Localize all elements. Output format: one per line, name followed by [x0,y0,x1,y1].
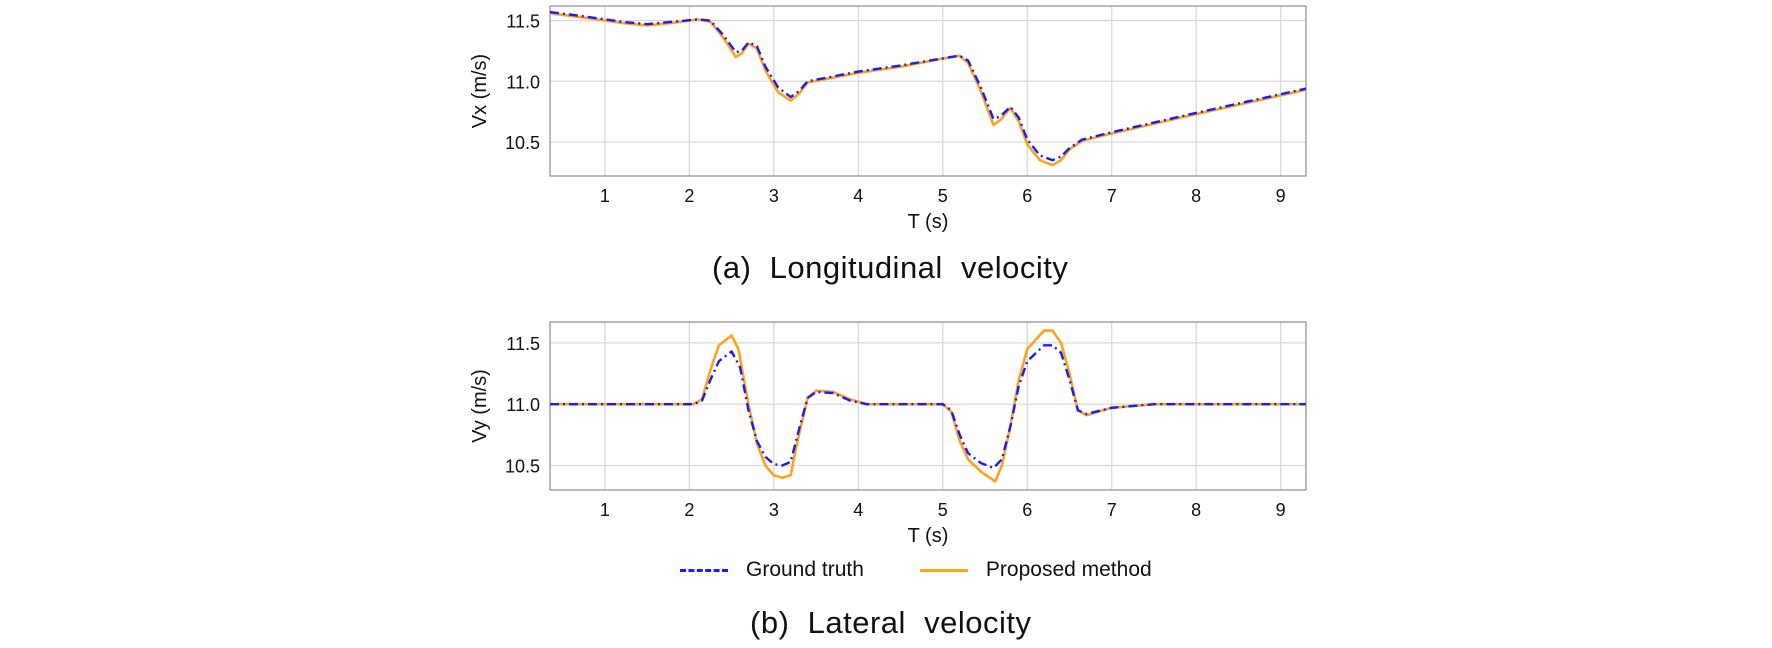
x-tick-label: 6 [1022,186,1032,206]
legend-swatch-proposed-method [919,568,968,572]
x-tick-label: 5 [938,500,948,520]
legend-label-ground-truth: Ground truth [746,558,864,581]
x-tick-label: 2 [684,186,694,206]
x-tick-label: 2 [684,500,694,520]
x-tick-label: 8 [1191,500,1201,520]
x-axis-label-a: T (s) [908,211,949,233]
x-tick-label: 8 [1191,186,1201,206]
x-tick-label: 1 [600,500,610,520]
y-tick-label: 10.5 [505,133,540,153]
caption-a: (a) Longitudinal velocity [712,250,1069,285]
series-proposed-method-b [550,329,1306,483]
y-axis-label-a: Vx (m/s) [469,54,491,128]
x-tick-label: 7 [1107,186,1117,206]
x-tick-label: 5 [938,186,948,206]
legend-swatch-ground-truth [680,568,728,572]
y-tick-label: 11.5 [506,334,540,354]
y-tick-label: 10.5 [505,456,540,476]
legend-label-proposed-method: Proposed method [985,558,1152,581]
y-tick-label: 11.0 [506,395,540,415]
x-tick-label: 4 [853,500,863,520]
y-tick-label: 11.0 [506,72,540,92]
series-ground-truth-b [550,344,1306,470]
x-tick-label: 6 [1022,500,1032,520]
legend-item-proposed-method: Proposed method [919,558,1152,582]
x-tick-label: 4 [853,186,863,206]
plot-frame-a [549,5,1307,177]
x-tick-label: 9 [1276,186,1286,206]
series-ground-truth-a [550,10,1306,162]
plot-frame-b [549,321,1307,491]
caption-b: (b) Lateral velocity [750,605,1032,640]
x-tick-label: 3 [769,186,779,206]
legend: Ground truth Proposed method [680,558,1208,582]
legend-item-ground-truth: Ground truth [680,558,864,582]
y-tick-label: 11.5 [506,12,540,32]
x-tick-label: 3 [769,500,779,520]
x-tick-label: 9 [1276,500,1286,520]
x-tick-label: 7 [1107,500,1117,520]
x-axis-label-b: T (s) [908,525,949,547]
y-axis-label-b: Vy (m/s) [469,369,491,443]
x-tick-label: 1 [600,186,610,206]
